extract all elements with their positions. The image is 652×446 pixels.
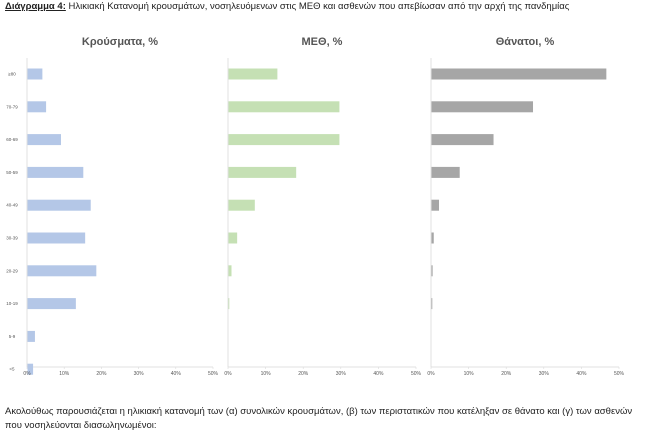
x-tick-label: 0% — [23, 371, 31, 377]
bar-1-2 — [228, 134, 340, 146]
category-label: 40-49 — [6, 203, 18, 208]
bar-0-7 — [27, 298, 76, 310]
category-label: 20-29 — [6, 268, 18, 273]
figure-caption-label: Διάγραμμα 4: — [5, 1, 66, 12]
bar-0-5 — [27, 232, 86, 244]
figure-caption-text: Ηλικιακή Κατανομή κρουσμάτων, νοσηλευόμε… — [68, 1, 570, 12]
body-paragraph: Ακολούθως παρουσιάζεται η ηλικιακή καταν… — [5, 406, 633, 431]
x-tick-label: 20% — [298, 371, 309, 377]
x-tick-label: 40% — [171, 371, 182, 377]
bar-2-2 — [431, 134, 494, 146]
x-tick-label: 50% — [614, 371, 625, 377]
category-label: 70-79 — [6, 104, 18, 109]
bar-1-3 — [228, 166, 297, 178]
bar-0-4 — [27, 199, 91, 211]
category-label: 50-59 — [6, 170, 18, 175]
category-label: 10-19 — [6, 301, 18, 306]
x-tick-label: 10% — [59, 371, 70, 377]
category-label: ≥80 — [8, 72, 16, 77]
bar-2-5 — [431, 232, 434, 244]
x-tick-label: 0% — [427, 371, 435, 377]
chart-area: Κρούσματα, % ≥80 70-79 60-69 50-59 40-49 30-39… — [0, 20, 652, 405]
bar-0-0 — [27, 68, 43, 80]
bar-2-6 — [431, 265, 433, 277]
x-tick-label: 30% — [134, 371, 145, 377]
bar-1-1 — [228, 101, 340, 113]
x-tick-label: 30% — [336, 371, 347, 377]
category-label: 30-39 — [6, 236, 18, 241]
bar-1-0 — [228, 68, 278, 80]
bar-0-2 — [27, 134, 61, 146]
bar-1-7 — [228, 298, 230, 310]
bar-2-0 — [431, 68, 607, 80]
x-tick-label: 30% — [539, 371, 550, 377]
bar-2-4 — [431, 199, 440, 211]
bar-0-6 — [27, 265, 97, 277]
panel-title-2: Θάνατοι, % — [496, 36, 555, 48]
x-tick-label: 50% — [411, 371, 422, 377]
charts-svg: Κρούσματα, % ≥80 70-79 60-69 50-59 40-49 30-39… — [6, 36, 625, 377]
panel-title-0: Κρούσματα, % — [82, 36, 158, 48]
x-tick-label: 10% — [464, 371, 475, 377]
category-label: <5 — [9, 367, 15, 372]
category-label: 5-9 — [9, 334, 16, 339]
x-tick-label: 10% — [261, 371, 272, 377]
bar-2-1 — [431, 101, 534, 113]
bar-1-5 — [228, 232, 238, 244]
category-label: 60-69 — [6, 137, 18, 142]
x-tick-label: 40% — [373, 371, 384, 377]
bar-2-3 — [431, 166, 460, 178]
bar-0-8 — [27, 330, 35, 342]
figure-caption: Διάγραμμα 4: Ηλικιακή Κατανομή κρουσμάτω… — [5, 1, 569, 12]
x-tick-label: 20% — [96, 371, 107, 377]
x-tick-label: 20% — [501, 371, 512, 377]
x-tick-label: 0% — [224, 371, 232, 377]
panel-title-1: ΜΕΘ, % — [302, 36, 343, 48]
bar-0-3 — [27, 166, 84, 178]
bar-0-9 — [27, 363, 34, 375]
x-tick-label: 40% — [576, 371, 587, 377]
bar-1-6 — [228, 265, 232, 277]
x-tick-label: 50% — [208, 371, 219, 377]
bar-0-1 — [27, 101, 47, 113]
bar-2-7 — [431, 298, 433, 310]
bar-1-4 — [228, 199, 255, 211]
